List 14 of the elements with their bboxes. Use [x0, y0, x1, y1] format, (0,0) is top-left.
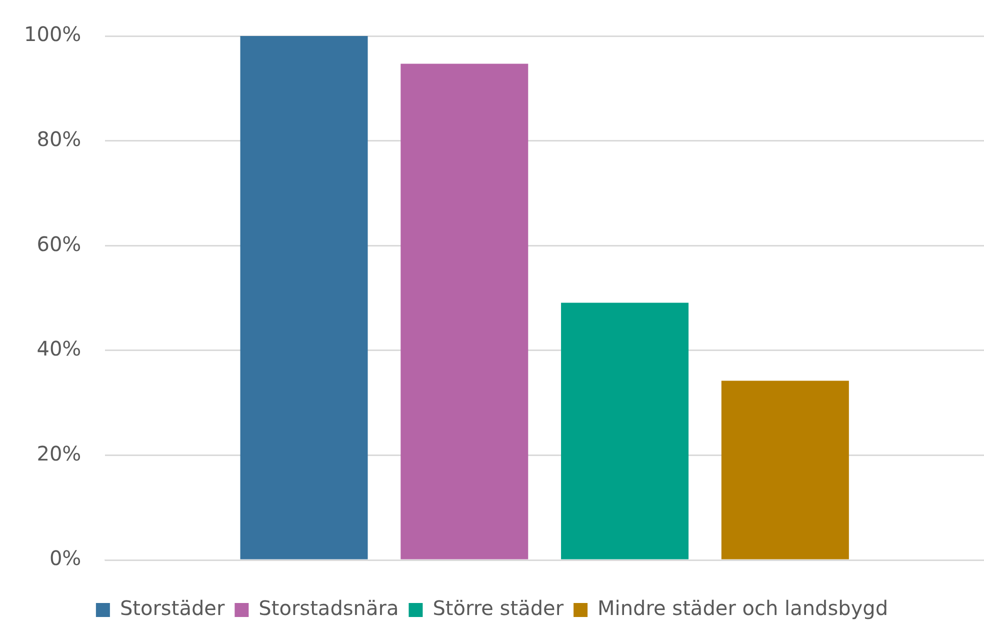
bar — [721, 380, 849, 560]
legend-label: Mindre städer och landsbygd — [598, 596, 888, 620]
legend-label: Storstadsnära — [258, 596, 399, 620]
bar — [561, 302, 689, 560]
y-tick-label: 40% — [36, 336, 82, 361]
y-tick-label: 20% — [36, 441, 82, 466]
y-tick-label: 60% — [36, 232, 82, 256]
legend-label: Större städer — [432, 596, 564, 620]
y-tick-label: 80% — [36, 127, 82, 152]
y-tick-label: 0% — [49, 546, 82, 570]
bar — [240, 36, 368, 560]
legend-label: Storstäder — [120, 596, 226, 620]
bar — [400, 64, 528, 560]
y-tick-label: 100% — [24, 22, 82, 46]
